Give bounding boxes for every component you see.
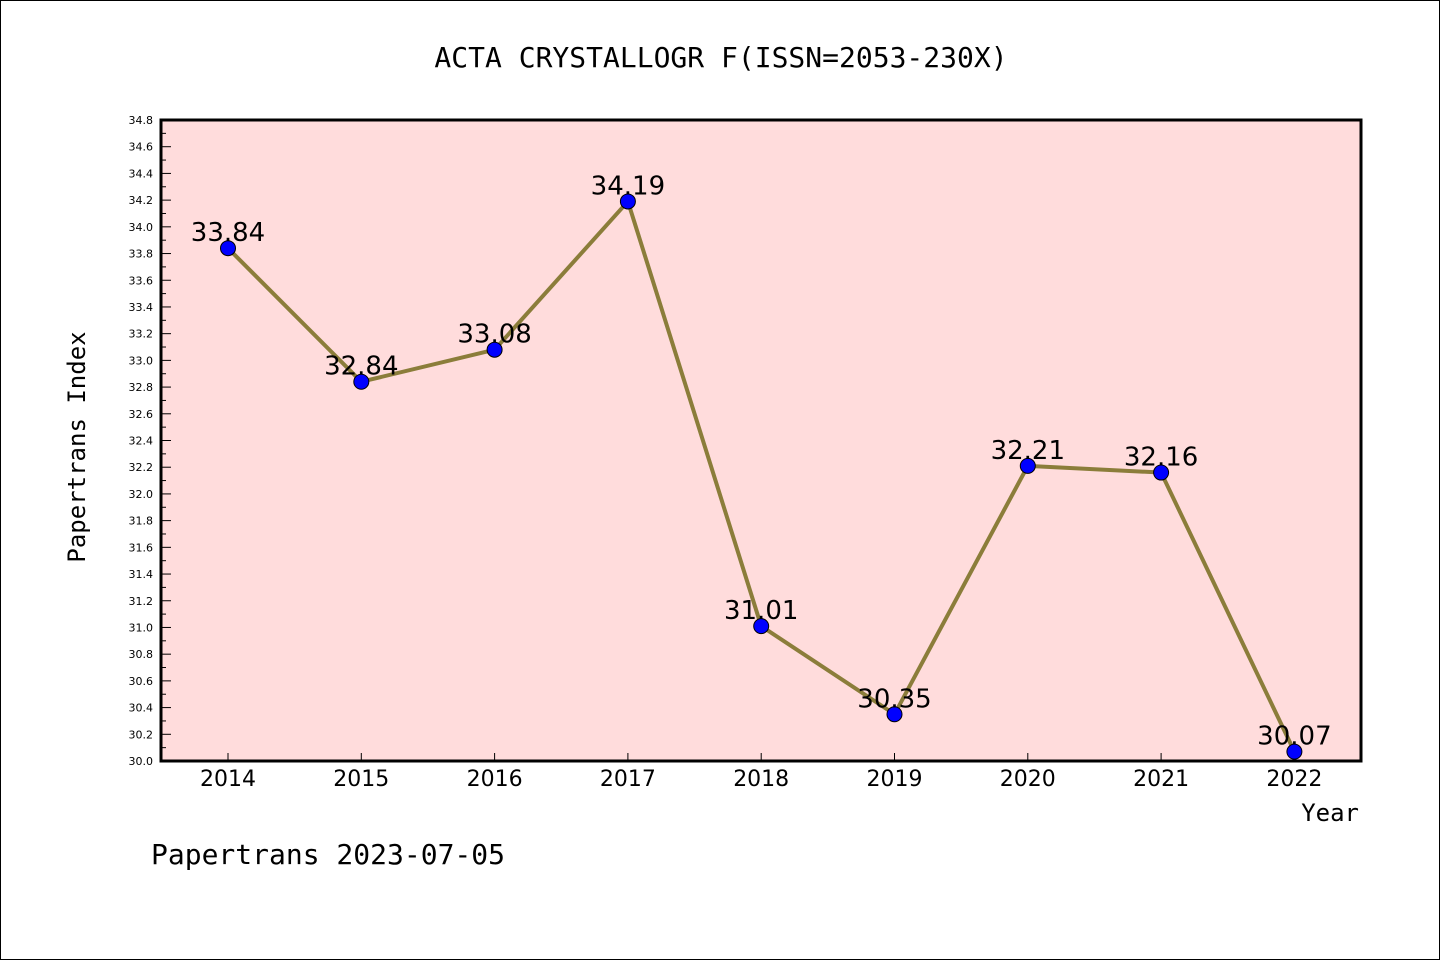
x-tick-label: 2017 — [600, 767, 656, 792]
y-tick-label: 33.8 — [129, 248, 154, 261]
data-label: 30.07 — [1257, 722, 1331, 752]
y-tick-label: 31.2 — [129, 595, 154, 608]
y-tick-label: 33.6 — [129, 274, 154, 287]
data-label: 32.84 — [324, 352, 398, 382]
data-label: 30.35 — [857, 684, 931, 714]
data-point — [486, 341, 503, 358]
chart-title: ACTA CRYSTALLOGR F(ISSN=2053-230X) — [434, 41, 1007, 74]
y-tick-label: 31.0 — [129, 621, 154, 634]
y-tick-label: 31.6 — [129, 541, 154, 554]
data-point — [619, 193, 636, 210]
y-tick-label: 31.4 — [129, 568, 154, 581]
data-point — [753, 618, 770, 635]
y-tick-label: 34.0 — [129, 221, 154, 234]
y-tick-label: 32.4 — [129, 435, 154, 448]
data-label: 32.16 — [1124, 443, 1198, 473]
x-tick-label: 2021 — [1133, 767, 1189, 792]
x-tick-label: 2020 — [1000, 767, 1056, 792]
x-axis-title: Year — [1301, 799, 1359, 827]
data-label: 32.21 — [991, 436, 1065, 466]
y-tick-label: 34.4 — [129, 167, 154, 180]
data-point — [220, 240, 236, 257]
data-point — [1153, 464, 1170, 481]
data-label: 31.01 — [724, 596, 798, 626]
x-axis: 2014 2015 2016 2017 2018 2019 2020 2021 2022 — [200, 753, 1322, 792]
y-tick-label: 31.8 — [129, 515, 154, 528]
data-point — [1286, 743, 1303, 760]
data-point — [1019, 457, 1036, 474]
y-axis-title: Papertrans Index — [63, 331, 91, 562]
x-tick-label: 2019 — [867, 767, 923, 792]
footer-credit: Papertrans 2023-07-05 — [151, 838, 505, 871]
data-point — [886, 706, 903, 723]
y-tick-label: 34.6 — [129, 141, 154, 154]
y-tick-label: 32.6 — [129, 408, 154, 421]
y-tick-label: 32.8 — [129, 381, 154, 394]
y-tick-label: 30.4 — [129, 702, 154, 715]
y-tick-label: 34.2 — [129, 194, 154, 207]
y-tick-label: 33.2 — [129, 328, 154, 341]
data-point — [353, 373, 370, 390]
y-tick-label: 34.8 — [129, 114, 154, 127]
x-tick-label: 2016 — [467, 767, 523, 792]
y-tick-label: 32.0 — [129, 488, 154, 501]
x-tick-label: 2014 — [200, 767, 256, 792]
y-tick-label: 30.6 — [129, 675, 154, 688]
data-label: 33.84 — [191, 218, 265, 248]
series-layer: 33.84 32.84 33.08 34.19 31.01 30.35 32.21 32.16… — [191, 171, 1332, 760]
y-tick-label: 32.2 — [129, 461, 154, 474]
x-tick-label: 2018 — [733, 767, 789, 792]
y-axis: 30.0 30.2 30.4 30.6 30.8 31.0 31.2 31.4 31.6 31.8… — [129, 114, 171, 768]
plot-area — [159, 118, 1363, 763]
x-tick-label: 2022 — [1266, 767, 1322, 792]
x-tick-label: 2015 — [333, 767, 389, 792]
y-tick-label: 33.4 — [129, 301, 154, 314]
y-tick-label: 30.8 — [129, 648, 154, 661]
y-tick-label: 33.0 — [129, 354, 154, 367]
y-tick-label: 30.0 — [129, 755, 154, 768]
data-label: 34.19 — [591, 171, 665, 201]
data-label: 33.08 — [457, 320, 531, 350]
y-tick-label: 30.2 — [129, 728, 154, 741]
